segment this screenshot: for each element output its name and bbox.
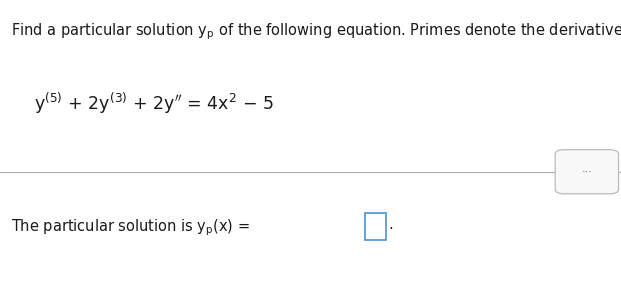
Text: .: . <box>389 217 394 232</box>
FancyBboxPatch shape <box>365 213 386 240</box>
Text: ···: ··· <box>581 167 592 177</box>
Text: The particular solution is y$_\mathrm{p}$(x) =: The particular solution is y$_\mathrm{p}… <box>11 217 252 238</box>
Text: Find a particular solution y$_\mathrm{p}$ of the following equation. Primes deno: Find a particular solution y$_\mathrm{p}… <box>11 21 621 42</box>
FancyBboxPatch shape <box>555 150 619 194</box>
Text: y$^{(5)}$ + 2y$^{(3)}$ + 2y$''$ = 4x$^2$ − 5: y$^{(5)}$ + 2y$^{(3)}$ + 2y$''$ = 4x$^2$… <box>34 91 274 116</box>
